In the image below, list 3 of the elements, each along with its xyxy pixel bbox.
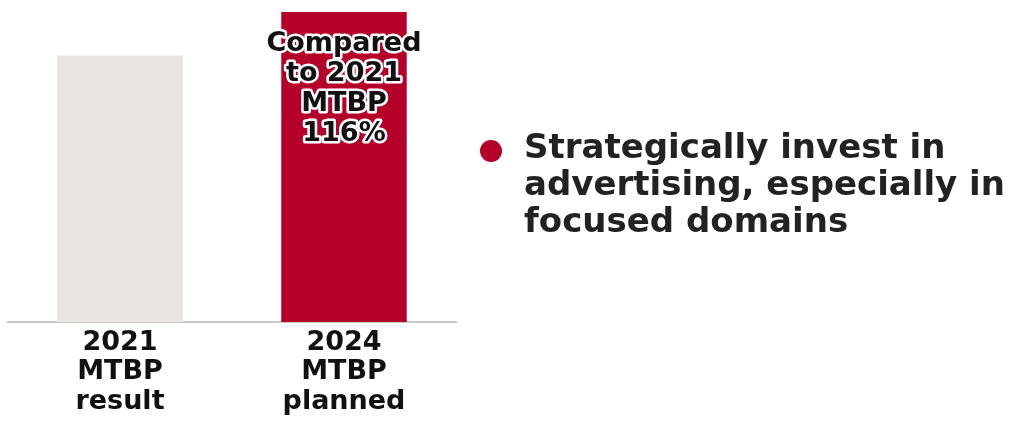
x-tick-label: 2024 MTBP planned [282, 324, 406, 416]
text: Strategically invest in advertising, especially in focused domains [524, 126, 1006, 240]
x-tick-label: 2021 MTBP result [75, 324, 165, 416]
